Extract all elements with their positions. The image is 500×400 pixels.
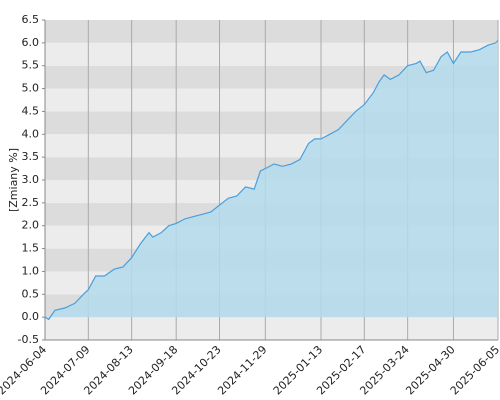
y-tick-label: 0.0 (22, 310, 40, 323)
y-tick-label: 4.0 (22, 127, 40, 140)
y-tick-label: 5.0 (22, 82, 40, 95)
x-tick-label: 2024-11-29 (215, 343, 269, 397)
line (44, 40, 499, 321)
y-tick-label: 3.0 (22, 173, 40, 186)
y-tick-label: 1.0 (22, 264, 40, 277)
y-tick-label: 4.5 (22, 104, 40, 117)
y-tick-label: -0.5 (18, 333, 39, 346)
y-tick-label: 6.0 (22, 36, 40, 49)
y-axis-label: [Zmiany %] (7, 148, 20, 212)
y-tick-label: 2.0 (22, 219, 40, 232)
y-tick-label: 5.5 (22, 59, 40, 72)
area (45, 40, 498, 320)
y-tick-label: 3.5 (22, 150, 40, 163)
y-tick-label: 1.5 (22, 242, 40, 255)
grid-band (45, 42, 498, 66)
y-tick-label: 6.5 (22, 13, 40, 26)
grid-band (45, 20, 498, 43)
y-tick-label: 2.5 (22, 196, 40, 209)
y-tick-label: 0.5 (22, 287, 40, 300)
grid-band (45, 317, 498, 340)
